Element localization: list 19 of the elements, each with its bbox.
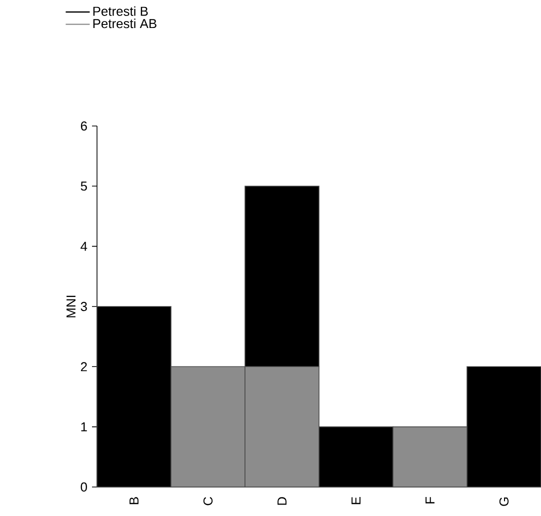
y-tick-label: 6 xyxy=(80,121,87,131)
y-tick-label: 4 xyxy=(80,242,88,251)
y-tick-label: 5 xyxy=(80,182,87,191)
legend-label: Petresti AB xyxy=(93,18,156,28)
bar xyxy=(244,186,320,368)
x-tick-label: F xyxy=(426,497,434,504)
x-tick-label: B xyxy=(130,497,138,504)
x-tick-label: D xyxy=(278,497,286,505)
bar xyxy=(318,426,394,488)
y-tick-label: 2 xyxy=(80,362,87,372)
y-tick-label: 1 xyxy=(81,422,87,432)
y-tick-label: 0 xyxy=(80,482,87,492)
x-tick-label: C xyxy=(203,496,213,506)
y-tick-label: 3 xyxy=(80,302,87,312)
x-tick-label: G xyxy=(499,497,509,506)
bar xyxy=(466,366,541,488)
x-tick-label: E xyxy=(352,497,360,504)
y-axis-title: MNI xyxy=(66,296,76,318)
legend-label: Petresti B xyxy=(93,6,148,16)
